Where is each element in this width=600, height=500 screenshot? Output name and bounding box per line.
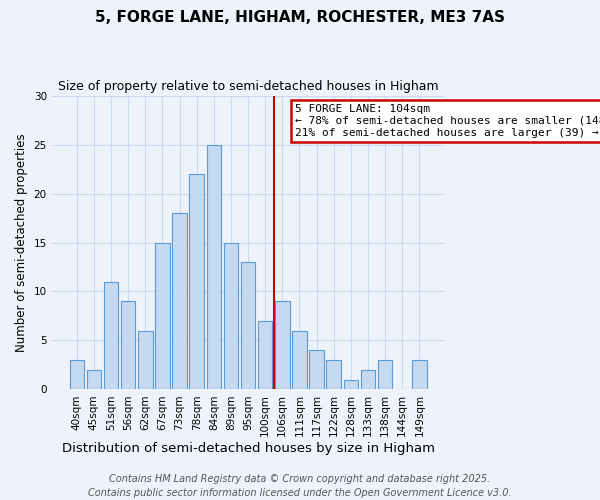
Bar — [206, 144, 221, 390]
Bar — [138, 330, 152, 390]
Bar — [309, 350, 324, 390]
Bar — [70, 360, 84, 390]
Text: Contains HM Land Registry data © Crown copyright and database right 2025.
Contai: Contains HM Land Registry data © Crown c… — [88, 474, 512, 498]
Bar — [361, 370, 375, 390]
Bar — [104, 282, 118, 390]
Bar — [155, 242, 170, 390]
Bar — [292, 330, 307, 390]
Bar — [224, 242, 238, 390]
Text: 5, FORGE LANE, HIGHAM, ROCHESTER, ME3 7AS: 5, FORGE LANE, HIGHAM, ROCHESTER, ME3 7A… — [95, 10, 505, 25]
Bar — [190, 174, 204, 390]
Text: 5 FORGE LANE: 104sqm
← 78% of semi-detached houses are smaller (148)
21% of semi: 5 FORGE LANE: 104sqm ← 78% of semi-detac… — [295, 104, 600, 138]
Bar — [241, 262, 256, 390]
Bar — [344, 380, 358, 390]
Bar — [378, 360, 392, 390]
Bar — [86, 370, 101, 390]
Bar — [326, 360, 341, 390]
Bar — [412, 360, 427, 390]
Title: Size of property relative to semi-detached houses in Higham: Size of property relative to semi-detach… — [58, 80, 439, 93]
Bar — [172, 213, 187, 390]
Bar — [121, 302, 136, 390]
Y-axis label: Number of semi-detached properties: Number of semi-detached properties — [15, 133, 28, 352]
Bar — [258, 321, 272, 390]
Bar — [275, 302, 290, 390]
X-axis label: Distribution of semi-detached houses by size in Higham: Distribution of semi-detached houses by … — [62, 442, 434, 455]
